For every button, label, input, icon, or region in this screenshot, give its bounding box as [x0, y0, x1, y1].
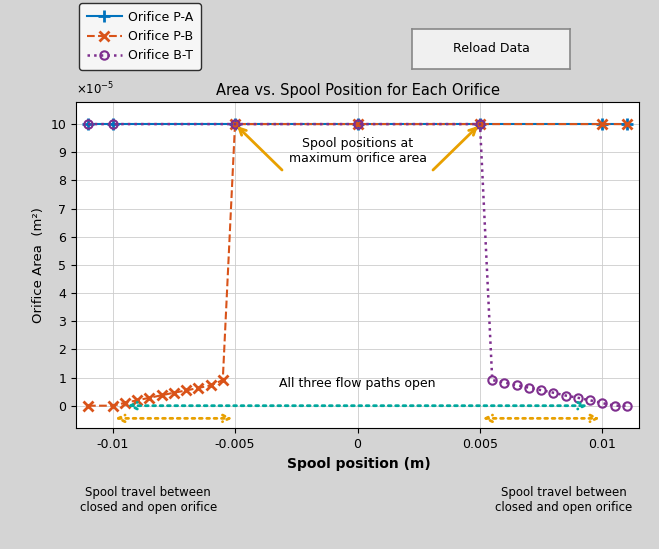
Text: Spool travel between
closed and open orifice: Spool travel between closed and open ori…: [80, 486, 217, 514]
Orifice P-A: [109, 121, 117, 127]
Line: Orifice B-T: Orifice B-T: [84, 120, 631, 410]
Orifice P-B: [623, 121, 631, 127]
Text: Spool travel between
closed and open orifice: Spool travel between closed and open ori…: [495, 486, 632, 514]
Text: Spool positions at
maximum orifice area: Spool positions at maximum orifice area: [289, 137, 426, 165]
Orifice P-A: [476, 121, 484, 127]
Text: $\times10^{-5}$: $\times10^{-5}$: [76, 81, 114, 97]
Text: Spool position (m): Spool position (m): [287, 457, 431, 471]
Orifice P-B: [170, 389, 178, 396]
Orifice P-B: [158, 392, 165, 399]
Orifice P-B: [598, 121, 606, 127]
Orifice P-B: [231, 121, 239, 127]
Orifice B-T: [525, 384, 533, 391]
Orifice B-T: [109, 121, 117, 127]
Orifice B-T: [476, 121, 484, 127]
Orifice P-A: [84, 121, 92, 127]
Text: All three flow paths open: All three flow paths open: [279, 377, 436, 390]
Orifice P-B: [133, 397, 141, 404]
Legend: Orifice P-A, Orifice P-B, Orifice B-T: Orifice P-A, Orifice P-B, Orifice B-T: [79, 3, 201, 70]
Orifice B-T: [84, 121, 92, 127]
Orifice B-T: [354, 121, 362, 127]
Line: Orifice P-B: Orifice P-B: [83, 119, 632, 411]
Orifice P-B: [146, 395, 154, 401]
Orifice P-B: [206, 382, 214, 389]
Orifice P-A: [231, 121, 239, 127]
Orifice P-B: [121, 400, 129, 406]
Orifice P-B: [476, 121, 484, 127]
Orifice B-T: [623, 402, 631, 409]
Orifice B-T: [598, 400, 606, 406]
Text: Reload Data: Reload Data: [453, 42, 529, 55]
Orifice B-T: [501, 379, 509, 386]
Orifice P-B: [182, 387, 190, 394]
Orifice P-A: [598, 121, 606, 127]
Y-axis label: Orifice Area  (m²): Orifice Area (m²): [32, 207, 45, 323]
Orifice B-T: [574, 395, 582, 401]
Orifice P-A: [354, 121, 362, 127]
Orifice B-T: [231, 121, 239, 127]
Line: Orifice P-A: Orifice P-A: [82, 119, 633, 130]
Orifice B-T: [611, 402, 619, 409]
Orifice P-B: [354, 121, 362, 127]
Orifice P-B: [194, 385, 202, 391]
Orifice B-T: [587, 397, 594, 404]
Orifice B-T: [488, 377, 496, 383]
Orifice B-T: [513, 382, 521, 389]
Orifice B-T: [550, 389, 558, 396]
Orifice P-B: [219, 377, 227, 383]
Orifice B-T: [537, 387, 545, 394]
Orifice P-A: [623, 121, 631, 127]
Orifice P-B: [109, 402, 117, 409]
Title: Area vs. Spool Position for Each Orifice: Area vs. Spool Position for Each Orifice: [215, 82, 500, 98]
Orifice P-B: [84, 402, 92, 409]
Orifice B-T: [561, 392, 569, 399]
